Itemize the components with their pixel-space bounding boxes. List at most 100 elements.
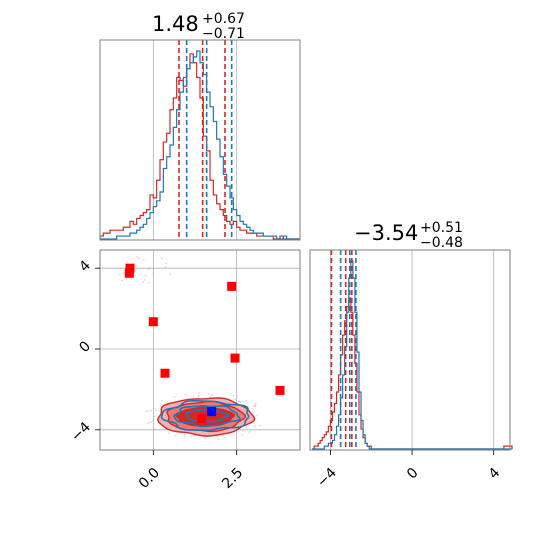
joint-sample-dot (150, 420, 153, 423)
title-x-minus: −0.71 (202, 26, 245, 42)
marginal-x-red-step-histogram (99, 53, 300, 240)
marginal-x-histogram (99, 39, 301, 241)
joint-sample-dot (192, 394, 195, 397)
joint-sample-dot (154, 409, 157, 412)
joint-sample-dot (173, 395, 176, 398)
joint-sample-dot (184, 394, 187, 396)
joint-sample-dot (120, 279, 123, 282)
joint-sample-dot (252, 408, 254, 410)
joint-sample-dot (160, 257, 163, 260)
joint-sample-dot (253, 425, 256, 428)
joint-sample-dot (197, 392, 200, 394)
joint-red-marker-6 (275, 385, 285, 395)
joint-blue-contour-1 (173, 405, 241, 428)
joint-sample-dot (143, 279, 146, 281)
marginal-x-blue-step-histogram (100, 50, 300, 240)
joint-sample-dot (245, 426, 248, 429)
joint-ytick-label-1: 0 (76, 338, 94, 356)
joint-sample-dot (194, 434, 197, 437)
joint-sample-dot (211, 393, 213, 396)
title-y-value: −3.54 (354, 221, 418, 245)
joint-sample-dot (160, 399, 163, 402)
joint-sample-dot (148, 421, 151, 424)
joint-sample-dot (238, 400, 241, 403)
joint-sample-dot (232, 394, 235, 397)
joint-sample-dot (204, 437, 207, 440)
joint-sample-dot (154, 428, 156, 431)
joint-sample-dot (174, 434, 177, 437)
joint-sample-dot (258, 424, 261, 427)
joint-sample-dot (248, 431, 251, 433)
joint-sample-dot (153, 415, 156, 418)
joint-plot-area (118, 255, 285, 441)
joint-ytick-label-2: 4 (76, 258, 94, 276)
joint-sample-dot (123, 272, 125, 275)
joint-sample-dot (145, 410, 148, 413)
title-y-minus: −0.48 (420, 235, 463, 251)
title-x-marginal: 1.48 +0.67 −0.71 (152, 11, 245, 42)
joint-sample-dot (149, 267, 151, 270)
title-y-plus: +0.51 (420, 220, 463, 236)
marginal-y-xtick-label-1: 0 (404, 465, 422, 483)
title-x-value: 1.48 (152, 12, 199, 36)
joint-sample-dot (254, 402, 257, 405)
joint-sample-dot (142, 281, 145, 283)
joint-sample-dot (241, 434, 244, 437)
joint-red-marker-2 (227, 281, 237, 291)
joint-sample-dot (150, 409, 152, 412)
marginal-y-frame (309, 249, 511, 451)
joint-sample-dot (153, 407, 155, 410)
joint-sample-dot (241, 400, 244, 403)
title-x-plus: +0.67 (202, 11, 245, 27)
marginal-y-xtick-label-0: −4 (314, 465, 340, 491)
joint-sample-dot (208, 393, 210, 395)
joint-red-marker-0 (125, 263, 135, 273)
marginal-y-xtick-label-2: 4 (486, 465, 504, 483)
joint-red-marker-4 (160, 368, 170, 378)
joint-xtick-label-1: 2.5 (219, 465, 246, 492)
joint-sample-dot (169, 273, 171, 276)
joint-blue-marker-0 (207, 407, 217, 417)
joint-sample-dot (138, 257, 141, 260)
joint-red-marker-7 (197, 414, 207, 424)
joint-blue-contour-2 (160, 399, 250, 432)
joint-sample-dot (234, 398, 236, 401)
joint-sample-dot (245, 400, 248, 402)
joint-sample-dot (152, 272, 155, 275)
joint-ytick-label-0: −4 (68, 419, 94, 445)
marginal-y-histogram: −4 0 4 (309, 249, 513, 491)
marginal-x-frame (99, 39, 301, 241)
joint-sample-dot (241, 429, 244, 432)
joint-sample-dot (142, 259, 145, 261)
joint-sample-dot (164, 266, 167, 268)
joint-red-marker-1 (124, 268, 134, 278)
joint-sample-dot (168, 432, 170, 435)
joint-sample-dot (217, 438, 220, 441)
joint-blue-contour-0 (185, 408, 230, 423)
joint-sample-dot (197, 394, 200, 397)
joint-sample-dot (183, 434, 186, 437)
joint-frame (99, 249, 301, 451)
joint-sample-dot (216, 435, 219, 438)
joint-sample-dot (146, 422, 149, 425)
title-y-marginal: −3.54 +0.51 −0.48 (354, 220, 463, 251)
joint-sample-dot (256, 414, 259, 417)
joint-scatter-panel: 0.0 2.5 −4 0 4 (68, 249, 301, 492)
joint-sample-dot (165, 262, 168, 265)
joint-sample-dot (239, 400, 242, 403)
joint-sample-dot (183, 433, 186, 436)
joint-red-marker-3 (148, 317, 158, 327)
joint-red-marker-5 (230, 353, 240, 363)
joint-sample-dot (209, 395, 212, 397)
joint-sample-dot (118, 273, 121, 276)
joint-sample-dot (136, 255, 139, 258)
joint-sample-dot (147, 409, 149, 412)
joint-xtick-label-0: 0.0 (136, 465, 163, 492)
joint-sample-dot (144, 274, 147, 277)
joint-sample-dot (253, 405, 256, 407)
joint-sample-dot (147, 268, 150, 271)
joint-sample-dot (190, 435, 193, 438)
joint-sample-dot (148, 281, 150, 284)
